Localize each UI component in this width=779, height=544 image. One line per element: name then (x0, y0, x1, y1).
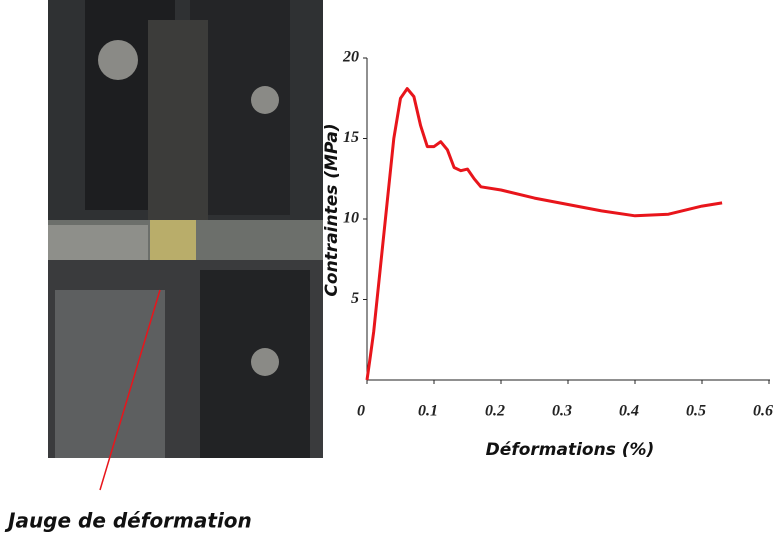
y-tick-label: 20 (342, 49, 359, 66)
x-tick-label: 0.1 (418, 403, 438, 420)
line (365, 87, 723, 381)
x-tick-label: 0.4 (619, 403, 639, 420)
annotation: Jauge de déformation (4, 509, 252, 533)
x-tick-label: 0.6 (753, 403, 773, 420)
y-axis-title: Contraintes (MPa) (322, 123, 342, 296)
x-tick-label: 0 (357, 403, 365, 420)
x-tick-label: 0.2 (485, 403, 505, 420)
x-tick-label: 0.5 (686, 403, 706, 420)
photo (48, 0, 323, 491)
y-tick-label: 10 (343, 210, 359, 227)
y-tick-label: 15 (343, 129, 359, 146)
y-tick-label: 5 (351, 290, 359, 307)
x-axis-title: Déformations (%) (486, 440, 655, 460)
x-tick-label: 0.3 (552, 403, 572, 420)
